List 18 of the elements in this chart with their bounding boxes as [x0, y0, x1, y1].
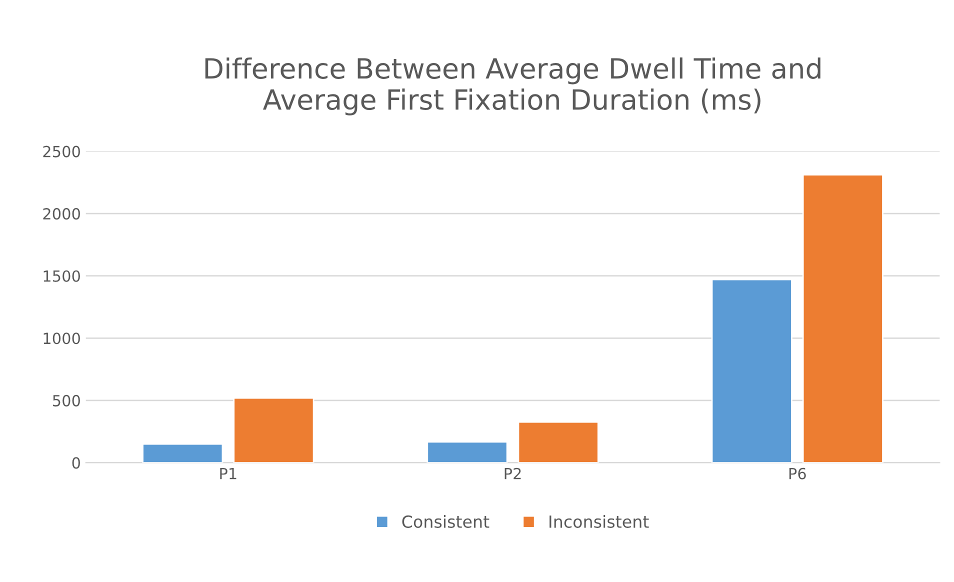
legend-label: Inconsistent	[550, 515, 649, 528]
x-tick-label: P2	[504, 468, 521, 480]
y-tick-label: 2500	[43, 146, 80, 158]
chart-title: Difference Between Average Dwell Time and Average First Fixation Duration (ms)	[205, 57, 820, 116]
y-tick-label: 2000	[43, 208, 80, 220]
x-tick-label: P6	[789, 468, 806, 480]
bar	[233, 397, 314, 463]
bar	[142, 443, 224, 463]
x-tick-label: P1	[220, 468, 236, 480]
bar	[518, 421, 599, 463]
y-tick-label: 1000	[44, 332, 80, 344]
y-tick-label: 500	[53, 394, 80, 406]
y-tick-label: 0	[72, 457, 80, 469]
bar	[426, 441, 508, 463]
legend-label: Consistent	[402, 515, 490, 528]
bar	[711, 278, 792, 463]
bar	[802, 174, 884, 463]
y-tick-label: 1500	[44, 270, 80, 282]
